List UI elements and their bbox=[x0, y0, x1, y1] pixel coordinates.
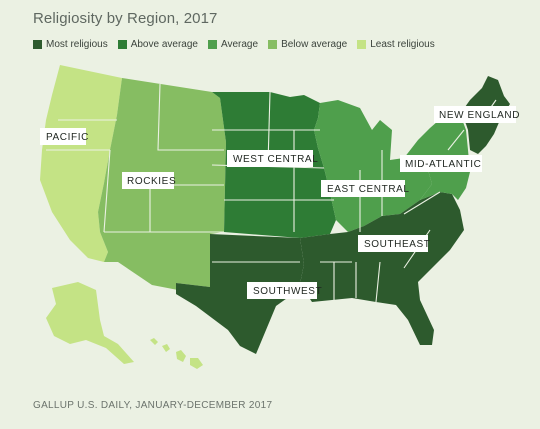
label-box bbox=[400, 155, 482, 172]
region-southwest bbox=[176, 234, 304, 354]
region-pacific-hawaii bbox=[150, 338, 203, 369]
legend-swatch bbox=[33, 40, 42, 49]
legend-item-most-religious: Most religious bbox=[33, 39, 108, 50]
label-mid-atlantic: MID-ATLANTIC bbox=[400, 155, 482, 172]
chart-title: Religiosity by Region, 2017 bbox=[33, 10, 218, 27]
legend-swatch bbox=[207, 40, 217, 49]
legend-swatch bbox=[268, 40, 278, 49]
label-east-central: EAST CENTRAL bbox=[321, 180, 410, 197]
label-southeast: SOUTHEAST bbox=[358, 235, 431, 252]
region-pacific bbox=[40, 65, 122, 262]
label-box bbox=[434, 106, 516, 123]
legend-label: Above average bbox=[130, 39, 198, 50]
legend-label: Most religious bbox=[46, 39, 108, 50]
legend-label: Least religious bbox=[370, 39, 435, 50]
legend-item-average: Average bbox=[207, 39, 259, 50]
legend-item-least-religious: Least religious bbox=[357, 39, 435, 50]
label-new-england: NEW ENGLAND bbox=[434, 106, 520, 123]
label-box bbox=[122, 172, 174, 189]
region-label-west-central: WEST CENTRAL bbox=[233, 154, 318, 165]
legend: Most religious Above average Average Bel… bbox=[33, 39, 435, 50]
label-box bbox=[227, 150, 313, 167]
label-box bbox=[321, 180, 405, 197]
source-note: GALLUP U.S. DAILY, JANUARY-DECEMBER 2017 bbox=[33, 400, 273, 411]
region-southeast bbox=[300, 192, 464, 345]
region-pacific-alaska bbox=[46, 282, 134, 364]
region-label-mid-atlantic: MID-ATLANTIC bbox=[405, 159, 481, 170]
region-label-east-central: EAST CENTRAL bbox=[327, 184, 410, 195]
region-label-new-england: NEW ENGLAND bbox=[439, 110, 520, 121]
label-southwest: SOUTHWEST bbox=[247, 282, 322, 299]
label-box bbox=[40, 128, 86, 145]
region-label-southwest: SOUTHWEST bbox=[253, 286, 322, 297]
region-label-southeast: SOUTHEAST bbox=[364, 239, 431, 250]
label-pacific: PACIFIC bbox=[40, 128, 89, 145]
region-label-pacific: PACIFIC bbox=[46, 132, 89, 143]
label-box bbox=[358, 235, 428, 252]
legend-item-above-average: Above average bbox=[117, 39, 198, 50]
legend-label: Below average bbox=[281, 39, 348, 50]
label-box bbox=[247, 282, 317, 299]
legend-item-below-average: Below average bbox=[268, 39, 347, 50]
region-east-central bbox=[314, 100, 432, 232]
region-label-rockies: ROCKIES bbox=[127, 176, 176, 187]
label-west-central: WEST CENTRAL bbox=[227, 150, 318, 167]
legend-label: Average bbox=[220, 39, 259, 50]
legend-swatch bbox=[117, 40, 127, 49]
legend-swatch bbox=[357, 40, 367, 49]
label-rockies: ROCKIES bbox=[122, 172, 176, 189]
